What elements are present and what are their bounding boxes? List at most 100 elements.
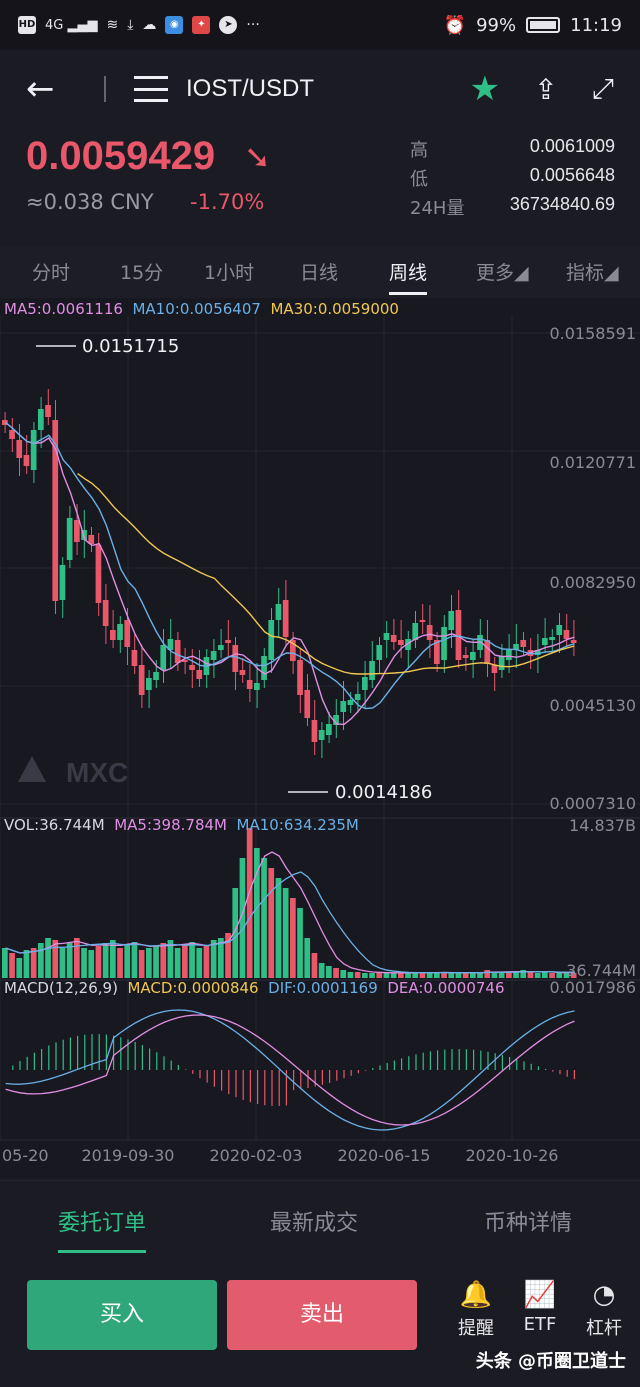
x-axis-tick: 2020-06-15 [338, 1146, 431, 1165]
tab-15min[interactable]: 15分 [120, 262, 164, 284]
candle-body [160, 645, 167, 670]
pair-title[interactable]: IOST/USDT [186, 75, 315, 102]
candle-body [434, 640, 440, 664]
candle-body [117, 624, 123, 640]
volume-bar [174, 948, 181, 978]
volume-bar [52, 940, 59, 978]
candle-body [95, 545, 102, 603]
candle-body [462, 655, 469, 658]
tab-latest-trades[interactable]: 最新成交 [270, 1211, 359, 1236]
volume-top-tick: 14.837B [569, 816, 636, 835]
candle-body [304, 690, 311, 718]
volume-bar [160, 943, 167, 978]
volume-bar [398, 973, 404, 978]
clock: 11:19 [570, 14, 622, 36]
volume-bar [246, 828, 253, 978]
tab-timeline[interactable]: 分时 [32, 262, 71, 284]
vol-ma5-label: MA5:398.784M [114, 816, 227, 834]
candle-body [218, 645, 224, 650]
volume-bar [383, 973, 390, 978]
price-change: -1.70% [190, 190, 265, 214]
volume-bar [232, 888, 239, 978]
tab-open-orders[interactable]: 委托订单 [58, 1205, 147, 1253]
volume-bar [261, 858, 267, 978]
bell-icon: 🔔 [459, 1280, 493, 1310]
candle-body [398, 640, 404, 645]
ma5-label: MA5:0.0061116 [4, 300, 123, 318]
candle-body [326, 724, 332, 735]
hd-icon: HD [18, 16, 36, 34]
candle-body [124, 620, 131, 647]
candle-body [167, 639, 174, 650]
menu-icon[interactable] [134, 76, 168, 102]
etf-button[interactable]: 📈 ETF [513, 1280, 567, 1335]
candle-body [138, 665, 145, 695]
candle-body [9, 430, 15, 439]
alert-button[interactable]: 🔔 提醒 [449, 1280, 503, 1340]
candle-body [311, 720, 318, 742]
candle-body [534, 650, 541, 655]
volume-bar [441, 972, 447, 978]
tab-1hour[interactable]: 1小时 [204, 262, 255, 284]
candle-body [189, 665, 195, 670]
volume-bar [268, 868, 275, 978]
candle-body [506, 650, 512, 660]
tab-indicators[interactable]: 指标◢ [566, 262, 619, 284]
volume-bar [282, 888, 289, 978]
chart-area[interactable]: MXC 0.0158591 0.0120771 0.0082950 0.0045130… [0, 298, 640, 1178]
candle-body [52, 420, 59, 601]
candle-body [23, 455, 30, 466]
tab-daily[interactable]: 日线 [300, 262, 339, 284]
cloud-icon: ☁ [142, 17, 157, 33]
favorite-star-icon[interactable]: ★ [469, 69, 501, 109]
candle-body [66, 518, 73, 560]
volume-bar [426, 973, 433, 978]
volume-bar [318, 963, 325, 978]
y-axis-tick: 0.0045130 [549, 696, 636, 715]
candle-body [153, 672, 159, 680]
candle-body [74, 520, 80, 542]
tab-weekly[interactable]: 周线 [389, 258, 428, 295]
tab-coin-details[interactable]: 币种详情 [484, 1211, 573, 1236]
candle-body [498, 656, 505, 670]
volume-bar [477, 972, 483, 978]
app-icon: ➤ [219, 16, 238, 34]
volume-bar [2, 948, 8, 978]
candle-body [146, 678, 152, 690]
volume-bar [498, 973, 505, 978]
chart-canvas[interactable]: MXC 0.0158591 0.0120771 0.0082950 0.0045130… [0, 298, 640, 1178]
x-axis-tick: 05-20 [2, 1146, 49, 1165]
back-arrow-icon[interactable]: ← [26, 69, 55, 109]
volume-bar [290, 898, 296, 978]
volume-bar [102, 943, 109, 978]
volume-bar [16, 958, 23, 978]
candle-body [261, 656, 267, 680]
fullscreen-icon[interactable]: ⤢ [591, 72, 614, 105]
x-axis-tick: 2020-10-26 [466, 1146, 559, 1165]
period-tabs: 分时 15分 1小时 日线 周线 更多◢ 指标◢ [0, 246, 640, 298]
volume-bar [45, 938, 51, 978]
volume-bar [362, 973, 368, 978]
volume-bar [196, 948, 203, 978]
volume-bar [74, 938, 80, 978]
tab-more[interactable]: 更多◢ [476, 262, 529, 284]
volume-bar [275, 878, 282, 978]
volume-bar [333, 968, 339, 978]
buy-button[interactable]: 买入 [27, 1280, 217, 1350]
trade-actions: 买入 卖出 🔔 提醒 📈 ETF ◔ 杠杆 头条 @币圈卫道士 [0, 1262, 640, 1387]
battery-icon [526, 17, 561, 33]
candle-body [484, 640, 491, 664]
leverage-label: 杠杆 [586, 1318, 622, 1339]
candle-body [556, 625, 563, 635]
volume-bar [556, 973, 563, 978]
candle-body [131, 650, 138, 666]
candle-body [30, 430, 37, 470]
leverage-button[interactable]: ◔ 杠杆 [577, 1280, 631, 1340]
candle-body [390, 635, 397, 642]
volume-bar [470, 973, 476, 978]
volume-bar [131, 942, 138, 978]
volume-bar [304, 938, 311, 978]
share-icon[interactable]: ⇪ [534, 72, 558, 106]
volume-bar [167, 940, 174, 978]
sell-button[interactable]: 卖出 [227, 1280, 417, 1350]
